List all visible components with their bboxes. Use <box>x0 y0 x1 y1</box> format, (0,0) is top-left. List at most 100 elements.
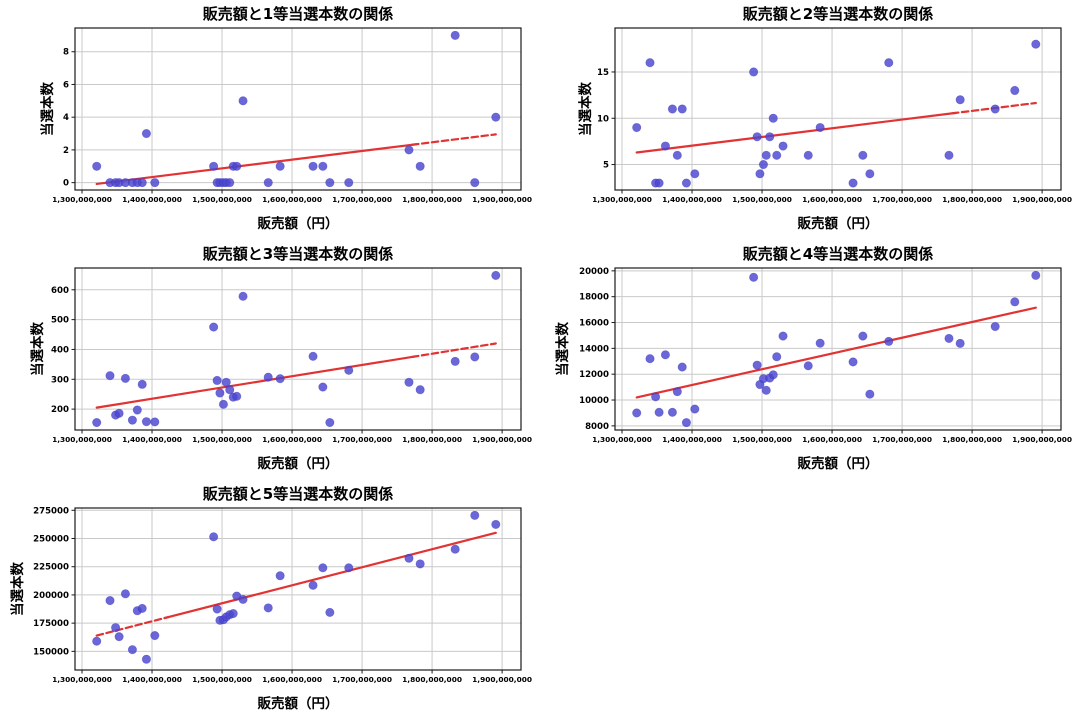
data-point <box>660 141 670 151</box>
data-point <box>308 161 318 171</box>
data-point <box>92 636 102 646</box>
subplot-rank2-ylabel: 当選本数 <box>578 82 594 136</box>
data-point <box>765 132 775 142</box>
data-point <box>209 161 219 171</box>
data-point <box>238 291 248 301</box>
data-point <box>752 132 762 142</box>
y-tick-label: 6 <box>63 80 69 90</box>
data-point <box>225 178 235 188</box>
trend-line <box>635 111 958 154</box>
subplot-rank4-xlabel: 販売額（円） <box>797 456 879 472</box>
x-tick-label: 1,500,000,000 <box>192 195 252 204</box>
data-point <box>803 361 813 371</box>
data-point <box>865 169 875 179</box>
data-point <box>404 553 414 563</box>
y-tick-label: 10000 <box>579 396 609 406</box>
data-point <box>749 67 759 77</box>
data-point <box>132 405 142 415</box>
data-point <box>645 354 655 364</box>
x-tick-label: 1,300,000,000 <box>592 435 652 444</box>
data-point <box>263 603 273 613</box>
subplot-rank5-xlabel: 販売額（円） <box>257 696 339 712</box>
x-tick-label: 1,900,000,000 <box>472 675 532 684</box>
y-tick-label: 8 <box>63 48 69 58</box>
plot-border <box>74 507 522 671</box>
y-tick-label: 225000 <box>33 563 69 573</box>
data-point <box>758 159 768 170</box>
y-tick-label: 500 <box>51 316 69 326</box>
data-point <box>275 571 285 581</box>
data-point <box>803 150 813 160</box>
data-point <box>491 519 501 529</box>
y-tick-label: 15 <box>597 68 609 78</box>
data-point <box>212 604 222 614</box>
x-tick-label: 1,400,000,000 <box>662 435 722 444</box>
data-point <box>667 407 677 417</box>
data-point <box>858 150 868 160</box>
data-point <box>944 150 954 160</box>
x-tick-label: 1,300,000,000 <box>52 675 112 684</box>
subplot-rank5: 1,300,000,000 1,400,000,000 1,500,000,000 1… <box>0 480 540 720</box>
y-tick-label: 600 <box>51 286 69 296</box>
x-tick-label: 1,700,000,000 <box>872 435 932 444</box>
data-point <box>681 418 691 428</box>
data-point <box>308 351 318 361</box>
data-point <box>848 178 858 188</box>
y-tick-label: 16000 <box>579 319 609 329</box>
data-point <box>318 563 328 573</box>
data-point <box>92 417 102 428</box>
data-point <box>848 357 858 367</box>
data-point <box>884 58 894 68</box>
data-point <box>491 112 501 122</box>
data-point <box>778 331 788 341</box>
data-point <box>92 161 102 171</box>
data-point <box>1010 85 1020 96</box>
y-tick-label: 250000 <box>33 534 69 544</box>
data-point <box>1031 270 1041 280</box>
data-point <box>470 178 480 188</box>
subplot-rank5-title: 販売額と5等当選本数の関係 <box>202 485 394 503</box>
data-point <box>944 333 954 343</box>
data-point <box>325 607 335 617</box>
y-tick-label: 8000 <box>585 422 609 432</box>
subplot-rank2-xlabel: 販売額（円） <box>797 216 879 232</box>
trend-line <box>163 531 497 620</box>
scatter-plot-rank4: 1,300,000,000 1,400,000,000 1,500,000,000 1… <box>579 267 1072 444</box>
data-point <box>761 150 771 160</box>
data-point <box>238 594 248 604</box>
trend-line <box>95 143 418 186</box>
data-point <box>111 623 121 633</box>
y-tick-label: 20000 <box>579 267 609 277</box>
data-point <box>415 161 425 171</box>
y-tick-label: 400 <box>51 345 69 355</box>
x-tick-label: 1,800,000,000 <box>402 435 462 444</box>
data-point <box>275 161 285 171</box>
data-point <box>990 104 1000 114</box>
data-point <box>404 377 414 387</box>
data-point <box>325 417 335 428</box>
data-point <box>632 408 642 418</box>
subplot-rank4-title: 販売額と4等当選本数の関係 <box>742 245 934 263</box>
data-point <box>127 645 137 655</box>
data-point <box>768 370 778 380</box>
y-tick-label: 5 <box>603 161 609 171</box>
data-point <box>755 169 765 179</box>
data-point <box>651 392 661 402</box>
x-tick-label: 1,300,000,000 <box>592 195 652 204</box>
data-point <box>955 95 965 105</box>
data-point <box>677 104 687 114</box>
data-point <box>318 161 328 171</box>
y-tick-label: 275000 <box>33 506 69 516</box>
plot-border <box>614 27 1062 191</box>
data-point <box>221 377 231 387</box>
data-point <box>690 404 700 414</box>
subplot-rank1-xlabel: 販売額（円） <box>257 216 339 232</box>
subplot-rank3-title: 販売額と3等当選本数の関係 <box>202 245 394 263</box>
data-point <box>212 375 222 386</box>
x-tick-label: 1,300,000,000 <box>52 435 112 444</box>
trend-line-dashed <box>410 133 497 146</box>
data-point <box>238 96 248 106</box>
data-point <box>884 336 894 346</box>
x-tick-label: 1,400,000,000 <box>662 195 722 204</box>
